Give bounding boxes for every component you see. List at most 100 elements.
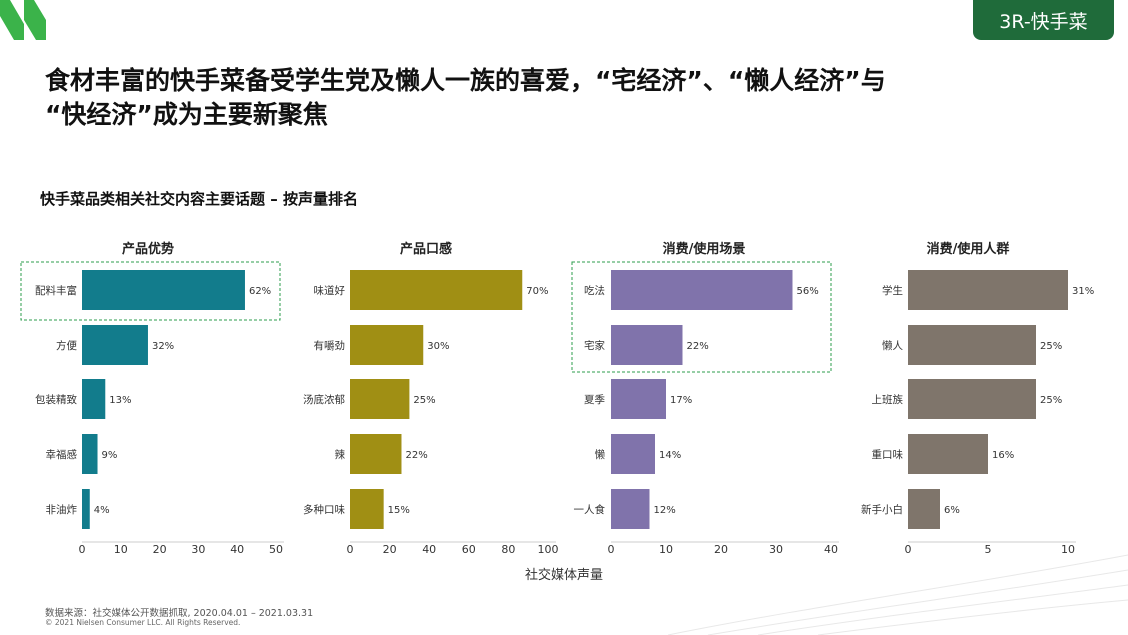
tick-label: 20 xyxy=(153,543,167,556)
copyright-note: © 2021 Nielsen Consumer LLC. All Rights … xyxy=(45,618,241,627)
bar xyxy=(611,489,650,529)
bar xyxy=(350,489,384,529)
tick-label: 0 xyxy=(347,543,354,556)
tick-label: 80 xyxy=(501,543,515,556)
data-label: 4% xyxy=(94,505,110,516)
tick-label: 20 xyxy=(714,543,728,556)
data-label: 16% xyxy=(992,450,1014,461)
tick-label: 10 xyxy=(659,543,673,556)
bar xyxy=(611,325,683,365)
data-label: 25% xyxy=(413,395,435,406)
data-label: 9% xyxy=(102,450,118,461)
bar xyxy=(908,434,988,474)
data-label: 12% xyxy=(654,505,676,516)
category-label: 非油炸 xyxy=(46,503,78,516)
data-label: 56% xyxy=(797,286,819,297)
category-label: 新手小白 xyxy=(861,503,903,516)
tick-label: 60 xyxy=(462,543,476,556)
chart-subtitle: 快手菜品类相关社交内容主要话题 – 按声量排名 xyxy=(40,190,358,208)
chart-title: 产品口感 xyxy=(400,241,452,257)
category-label: 上班族 xyxy=(872,393,904,406)
bar xyxy=(611,379,666,419)
category-label: 幸福感 xyxy=(46,448,78,461)
data-label: 13% xyxy=(109,395,131,406)
category-label: 多种口味 xyxy=(303,503,345,516)
data-label: 14% xyxy=(659,450,681,461)
bar xyxy=(908,325,1036,365)
category-label: 汤底浓郁 xyxy=(303,393,345,406)
bar xyxy=(350,325,424,365)
category-label: 配料丰富 xyxy=(35,284,77,297)
tick-label: 0 xyxy=(608,543,615,556)
data-label: 31% xyxy=(1072,286,1094,297)
bar xyxy=(611,434,655,474)
page-title-line-2: “快经济”成为主要新聚焦 xyxy=(45,100,328,129)
tick-label: 0 xyxy=(79,543,86,556)
tick-label: 0 xyxy=(905,543,912,556)
category-label: 宅家 xyxy=(584,339,605,352)
highlight-frame xyxy=(20,261,281,321)
bar xyxy=(908,270,1068,310)
bar xyxy=(82,379,106,419)
bar xyxy=(350,379,410,419)
tick-label: 20 xyxy=(383,543,397,556)
category-label: 味道好 xyxy=(314,284,346,297)
category-label: 包装精致 xyxy=(35,393,77,406)
decorative-lines xyxy=(668,554,1128,635)
bar xyxy=(82,434,98,474)
category-label: 学生 xyxy=(882,284,903,297)
data-label: 25% xyxy=(1040,341,1062,352)
tick-label: 10 xyxy=(114,543,128,556)
bar xyxy=(350,270,523,310)
tick-label: 30 xyxy=(769,543,783,556)
data-label: 70% xyxy=(526,286,548,297)
chart-title: 消费/使用人群 xyxy=(927,241,1010,257)
chart-title: 产品优势 xyxy=(122,241,174,257)
data-label: 15% xyxy=(388,505,410,516)
chart-title: 消费/使用场景 xyxy=(663,241,746,257)
category-label: 辣 xyxy=(335,448,346,461)
tick-label: 100 xyxy=(538,543,559,556)
bar xyxy=(82,270,245,310)
tick-label: 40 xyxy=(422,543,436,556)
tick-label: 40 xyxy=(824,543,838,556)
tick-label: 50 xyxy=(269,543,283,556)
category-label: 夏季 xyxy=(584,394,605,406)
bar xyxy=(82,489,90,529)
highlight-frame xyxy=(571,261,832,373)
tick-label: 40 xyxy=(230,543,244,556)
category-label: 一人食 xyxy=(574,503,606,516)
data-label: 32% xyxy=(152,341,174,352)
data-label: 25% xyxy=(1040,395,1062,406)
section-tag: 3R-快手菜 xyxy=(973,0,1114,40)
bar xyxy=(908,379,1036,419)
nielsen-logo xyxy=(0,0,46,40)
category-label: 懒 xyxy=(595,448,606,461)
category-label: 吃法 xyxy=(584,284,605,297)
x-axis-title: 社交媒体声量 xyxy=(524,568,603,583)
data-source-note: 数据来源：社交媒体公开数据抓取, 2020.04.01 – 2021.03.31 xyxy=(45,608,314,619)
category-label: 重口味 xyxy=(872,448,904,461)
category-label: 有嚼劲 xyxy=(314,339,346,352)
tick-label: 10 xyxy=(1061,543,1075,556)
data-label: 22% xyxy=(405,450,427,461)
category-label: 方便 xyxy=(56,339,77,352)
data-label: 6% xyxy=(944,505,960,516)
bar xyxy=(350,434,402,474)
tick-label: 5 xyxy=(985,543,992,556)
data-label: 62% xyxy=(249,286,271,297)
tick-label: 30 xyxy=(191,543,205,556)
bar xyxy=(82,325,148,365)
category-label: 懒人 xyxy=(882,339,903,352)
bar xyxy=(611,270,793,310)
data-label: 17% xyxy=(670,395,692,406)
data-label: 30% xyxy=(427,341,449,352)
page-title: 食材丰富的快手菜备受学生党及懒人一族的喜爱，“宅经济”、“懒人经济”与 “快经济… xyxy=(45,64,1085,132)
page-title-line-1: 食材丰富的快手菜备受学生党及懒人一族的喜爱，“宅经济”、“懒人经济”与 xyxy=(45,66,886,95)
data-label: 22% xyxy=(687,341,709,352)
